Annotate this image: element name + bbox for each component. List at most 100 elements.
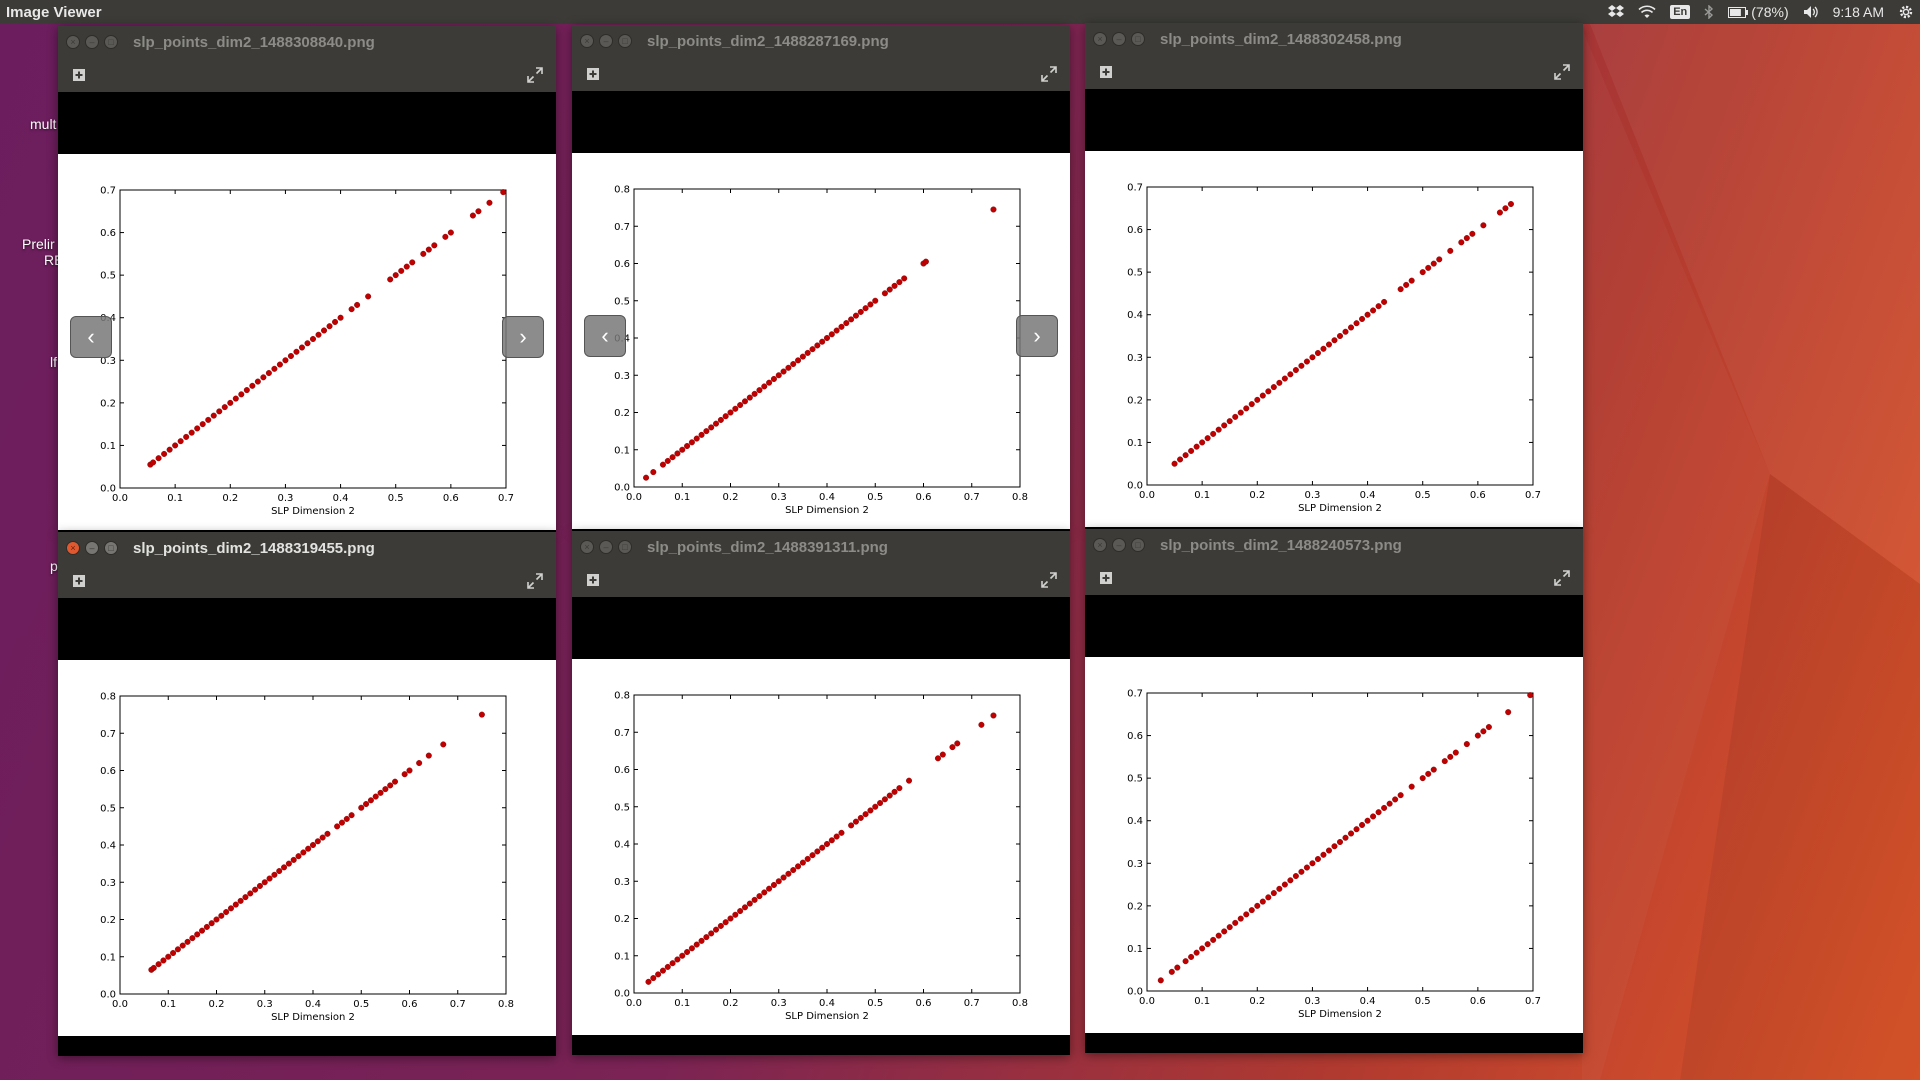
data-point: [819, 338, 826, 345]
x-tick-label: 0.4: [305, 999, 321, 1010]
desktop-icon-label[interactable]: p: [50, 558, 58, 574]
data-point: [282, 357, 289, 364]
fullscreen-icon[interactable]: [1553, 63, 1571, 81]
data-point: [271, 871, 278, 878]
window-titlebar[interactable]: × – □ slp_points_dim2_1488319455.png: [58, 532, 556, 564]
minimize-icon[interactable]: –: [1112, 538, 1126, 552]
x-tick-label: 0.0: [626, 998, 642, 1009]
previous-image-button[interactable]: ‹: [70, 316, 112, 358]
maximize-icon[interactable]: □: [1131, 32, 1145, 46]
data-point: [1243, 911, 1250, 918]
fullscreen-icon[interactable]: [1553, 569, 1571, 587]
data-point: [852, 312, 859, 319]
minimize-icon[interactable]: –: [599, 34, 613, 48]
fullscreen-icon[interactable]: [1040, 571, 1058, 589]
y-tick-label: 0.4: [100, 841, 116, 852]
battery-indicator[interactable]: (78%): [1728, 4, 1789, 20]
window-titlebar[interactable]: × – □ slp_points_dim2_1488308840.png: [58, 26, 556, 58]
desktop-icon-label[interactable]: mult: [30, 116, 57, 132]
add-image-icon[interactable]: [584, 571, 602, 589]
minimize-icon[interactable]: –: [85, 35, 99, 49]
fullscreen-icon[interactable]: [526, 66, 544, 84]
data-point: [833, 327, 840, 334]
bluetooth-icon[interactable]: [1704, 5, 1714, 19]
x-tick-label: 0.2: [723, 492, 739, 503]
data-point: [1336, 332, 1343, 339]
previous-image-button[interactable]: ‹: [584, 315, 626, 357]
data-point: [425, 246, 432, 253]
keyboard-layout-indicator[interactable]: En: [1670, 5, 1691, 19]
data-point: [392, 778, 399, 785]
gear-icon[interactable]: [1898, 4, 1914, 20]
data-point: [886, 792, 893, 799]
close-icon[interactable]: ×: [580, 540, 594, 554]
minimize-icon[interactable]: –: [1112, 32, 1126, 46]
x-tick-label: 0.2: [209, 999, 225, 1010]
y-tick-label: 0.3: [1127, 859, 1143, 870]
data-point: [1370, 307, 1377, 314]
data-point: [828, 331, 835, 338]
desktop-icon-label[interactable]: Prelir: [22, 236, 55, 252]
data-point: [737, 908, 744, 915]
data-point: [1204, 435, 1211, 442]
image-viewer-window[interactable]: × – □ slp_points_dim2_1488308840.png 0.0…: [58, 26, 556, 532]
image-viewer-window[interactable]: × – □ slp_points_dim2_1488302458.png 0.0…: [1085, 23, 1583, 529]
y-tick-label: 0.6: [614, 765, 630, 776]
close-icon[interactable]: ×: [1093, 32, 1107, 46]
dropbox-icon[interactable]: [1608, 5, 1625, 19]
window-titlebar[interactable]: × – □ slp_points_dim2_1488302458.png: [1085, 23, 1583, 55]
add-image-icon[interactable]: [584, 65, 602, 83]
data-point: [664, 457, 671, 464]
image-viewer-window[interactable]: × – □ slp_points_dim2_1488287169.png 0.0…: [572, 25, 1070, 531]
data-point: [213, 916, 220, 923]
x-tick-label: 0.0: [626, 492, 642, 503]
data-point: [891, 282, 898, 289]
close-icon[interactable]: ×: [66, 35, 80, 49]
maximize-icon[interactable]: □: [1131, 538, 1145, 552]
close-icon[interactable]: ×: [66, 541, 80, 555]
desktop-icon-label[interactable]: lf: [50, 354, 57, 370]
fullscreen-icon[interactable]: [1040, 65, 1058, 83]
maximize-icon[interactable]: □: [618, 540, 632, 554]
add-image-icon[interactable]: [70, 66, 88, 84]
maximize-icon[interactable]: □: [104, 35, 118, 49]
y-tick-label: 0.4: [614, 840, 630, 851]
wifi-icon[interactable]: [1638, 5, 1656, 19]
volume-icon[interactable]: [1803, 5, 1819, 19]
y-tick-label: 0.1: [1127, 944, 1143, 955]
next-image-button[interactable]: ›: [502, 316, 544, 358]
data-point: [1237, 409, 1244, 416]
y-tick-label: 0.2: [1127, 395, 1143, 406]
maximize-icon[interactable]: □: [104, 541, 118, 555]
add-image-icon[interactable]: [1097, 63, 1115, 81]
fullscreen-icon[interactable]: [526, 572, 544, 590]
add-image-icon[interactable]: [70, 572, 88, 590]
image-viewer-window[interactable]: × – □ slp_points_dim2_1488240573.png 0.0…: [1085, 529, 1583, 1053]
data-point: [1397, 792, 1404, 799]
image-viewer-window[interactable]: × – □ slp_points_dim2_1488319455.png 0.0…: [58, 532, 556, 1056]
data-point: [1320, 851, 1327, 858]
add-image-icon[interactable]: [1097, 569, 1115, 587]
window-titlebar[interactable]: × – □ slp_points_dim2_1488391311.png: [572, 531, 1070, 563]
data-point: [1381, 804, 1388, 811]
close-icon[interactable]: ×: [580, 34, 594, 48]
y-tick-label: 0.7: [614, 728, 630, 739]
data-point: [447, 229, 454, 236]
window-titlebar[interactable]: × – □ slp_points_dim2_1488240573.png: [1085, 529, 1583, 561]
y-tick-label: 0.0: [100, 990, 116, 1001]
maximize-icon[interactable]: □: [618, 34, 632, 48]
x-tick-label: 0.7: [964, 492, 980, 503]
next-image-button[interactable]: ›: [1016, 315, 1058, 357]
x-tick-label: 0.3: [771, 492, 787, 503]
data-point: [365, 293, 372, 300]
image-viewer-window[interactable]: × – □ slp_points_dim2_1488391311.png 0.0…: [572, 531, 1070, 1055]
minimize-icon[interactable]: –: [599, 540, 613, 554]
close-icon[interactable]: ×: [1093, 538, 1107, 552]
data-point: [1419, 775, 1426, 782]
x-tick-label: 0.6: [402, 999, 418, 1010]
window-titlebar[interactable]: × – □ slp_points_dim2_1488287169.png: [572, 25, 1070, 57]
data-point: [1480, 222, 1487, 229]
clock[interactable]: 9:18 AM: [1832, 4, 1884, 20]
minimize-icon[interactable]: –: [85, 541, 99, 555]
y-tick-label: 0.6: [100, 766, 116, 777]
